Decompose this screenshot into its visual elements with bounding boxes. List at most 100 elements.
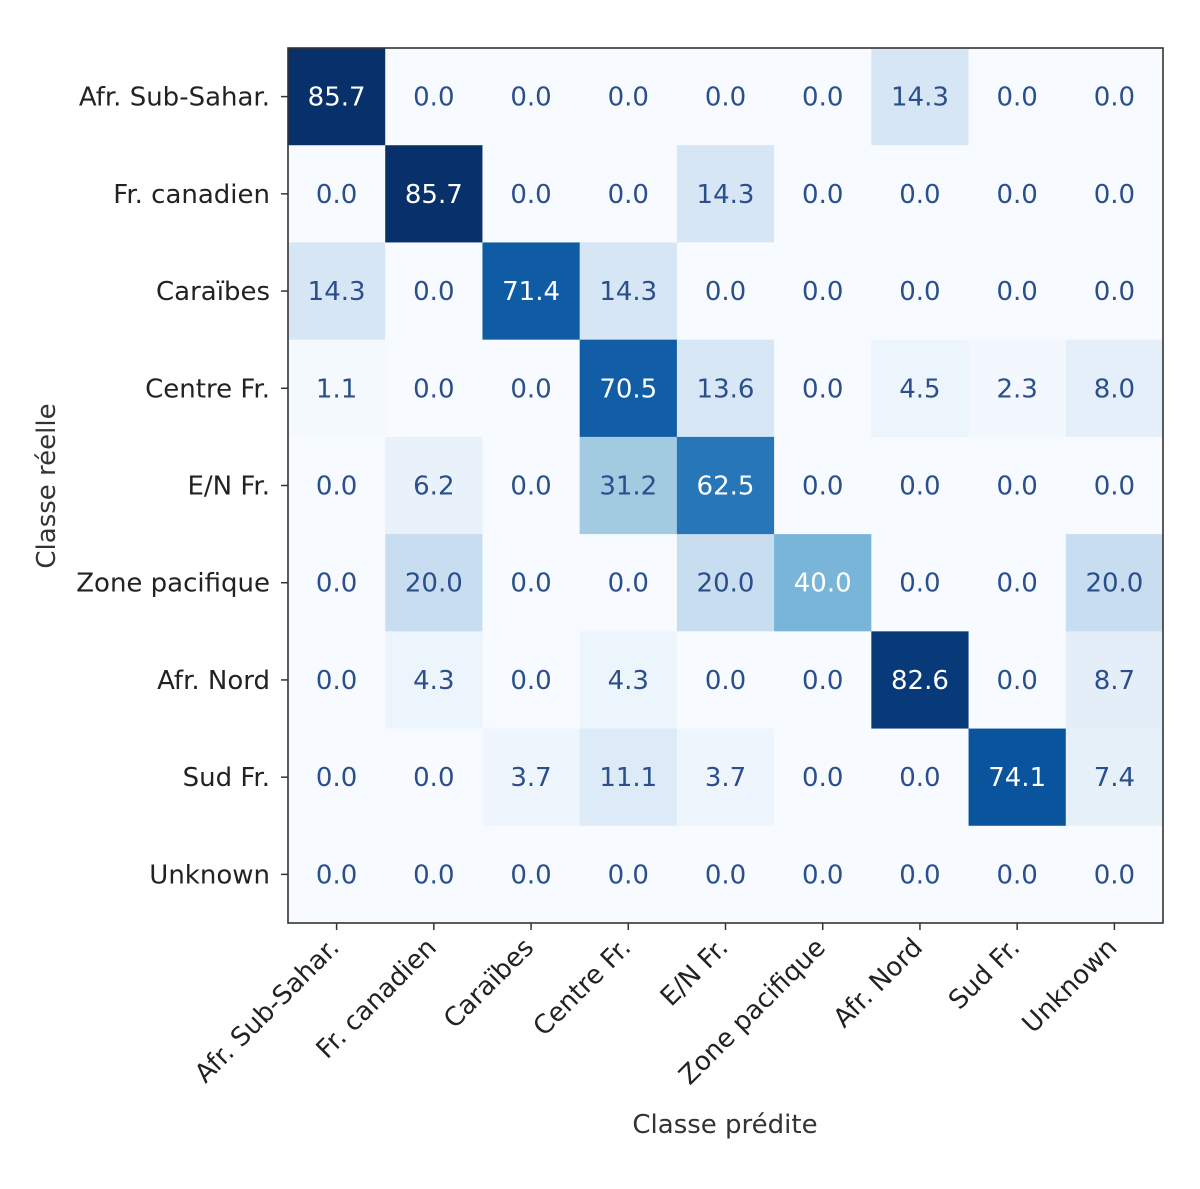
heatmap-cell xyxy=(968,534,1067,632)
cell-value-label: 0.0 xyxy=(413,763,454,793)
heatmap-cell xyxy=(385,436,483,535)
cell-value-label: 0.0 xyxy=(802,83,843,113)
cell-value-label: 0.0 xyxy=(802,472,843,502)
cell-value-label: 0.0 xyxy=(996,860,1037,890)
y-tick-label: Zone pacifique xyxy=(76,569,270,599)
x-axis-title: Classe prédite xyxy=(632,1110,817,1140)
heatmap-cell xyxy=(579,145,678,243)
cell-value-label: 0.0 xyxy=(608,180,649,210)
cell-value-label: 85.7 xyxy=(405,180,463,210)
heatmap-cell xyxy=(1065,339,1164,438)
heatmap-cell xyxy=(676,728,775,827)
cell-value-label: 0.0 xyxy=(510,83,551,113)
cell-value-label: 0.0 xyxy=(899,180,940,210)
cell-value-label: 0.0 xyxy=(413,277,454,307)
cell-value-label: 0.0 xyxy=(510,180,551,210)
cell-value-label: 20.0 xyxy=(405,569,463,599)
heatmap-cell xyxy=(774,825,872,924)
cell-value-label: 4.5 xyxy=(899,374,940,404)
cell-value-label: 71.4 xyxy=(502,277,560,307)
cell-value-label: 0.0 xyxy=(996,180,1037,210)
heatmap-cell xyxy=(968,631,1067,730)
heatmap-cell xyxy=(288,534,386,632)
cell-value-label: 4.3 xyxy=(608,666,649,696)
cell-value-label: 14.3 xyxy=(891,83,949,113)
cell-value-label: 0.0 xyxy=(510,374,551,404)
heatmap-cell xyxy=(579,728,678,827)
cell-value-label: 31.2 xyxy=(599,472,657,502)
cell-value-label: 0.0 xyxy=(316,569,357,599)
heatmap-cell xyxy=(871,48,970,146)
cell-value-label: 0.0 xyxy=(802,180,843,210)
heatmap-cell xyxy=(1065,631,1164,730)
cell-value-label: 62.5 xyxy=(697,472,755,502)
y-tick-label: Afr. Sub-Sahar. xyxy=(79,83,270,113)
cell-value-label: 4.3 xyxy=(413,666,454,696)
x-tick-label: Afr. Sub-Sahar. xyxy=(189,933,345,1089)
heatmap-cell xyxy=(774,728,872,827)
heatmap-cell xyxy=(871,436,970,535)
cell-value-label: 3.7 xyxy=(510,763,551,793)
heatmap-cell xyxy=(676,825,775,924)
heatmap-cell xyxy=(1065,728,1164,827)
heatmap-cell xyxy=(774,534,872,632)
y-tick-label: E/N Fr. xyxy=(187,472,270,502)
heatmap-cell xyxy=(579,436,678,535)
heatmap-cell xyxy=(288,436,386,535)
heatmap-cell xyxy=(288,728,386,827)
heatmap-cell xyxy=(676,242,775,341)
heatmap-cell xyxy=(482,242,581,341)
heatmap-cell xyxy=(676,339,775,438)
heatmap-cell xyxy=(871,339,970,438)
y-axis: Afr. Sub-Sahar. Fr. canadien Caraïbes Centr… xyxy=(76,83,288,890)
cell-value-label: 0.0 xyxy=(510,666,551,696)
heatmap-cell xyxy=(871,825,970,924)
cell-value-label: 3.7 xyxy=(705,763,746,793)
cell-value-label: 0.0 xyxy=(608,83,649,113)
heatmap-cell xyxy=(579,339,678,438)
heatmap-cell xyxy=(482,631,581,730)
heatmap-cell xyxy=(482,825,581,924)
cell-value-label: 20.0 xyxy=(1085,569,1143,599)
cell-value-label: 0.0 xyxy=(316,860,357,890)
cell-value-label: 82.6 xyxy=(891,666,949,696)
heatmap-cell xyxy=(385,534,483,632)
heatmap-cell xyxy=(385,339,483,438)
cell-value-label: 13.6 xyxy=(697,374,755,404)
heatmap-cell xyxy=(482,534,581,632)
heatmap-cell xyxy=(1065,534,1164,632)
cell-value-label: 0.0 xyxy=(899,277,940,307)
heatmap-cell xyxy=(774,242,872,341)
cell-value-label: 0.0 xyxy=(1094,83,1135,113)
heatmap-cell xyxy=(774,145,872,243)
heatmap-cell xyxy=(871,242,970,341)
cell-value-label: 0.0 xyxy=(802,666,843,696)
heatmap-cell xyxy=(385,242,483,341)
cell-value-label: 0.0 xyxy=(996,569,1037,599)
heatmap-cell xyxy=(288,825,386,924)
cell-value-label: 0.0 xyxy=(316,763,357,793)
heatmap-cell xyxy=(1065,242,1164,341)
cell-value-label: 0.0 xyxy=(705,666,746,696)
y-tick-label: Fr. canadien xyxy=(113,180,270,210)
cell-value-label: 0.0 xyxy=(996,666,1037,696)
x-tick-label: Caraïbes xyxy=(438,933,540,1035)
heatmap-cell xyxy=(579,825,678,924)
cell-value-label: 0.0 xyxy=(316,180,357,210)
heatmap-cell xyxy=(288,48,386,146)
cell-value-label: 0.0 xyxy=(802,763,843,793)
heatmap-cells: 85.7 0.0 0.0 0.0 0.0 0.0 14.3 0.0 0.0 0.0 85.7 0.0 0… xyxy=(288,48,1164,924)
y-tick-label: Sud Fr. xyxy=(183,763,270,793)
cell-value-label: 1.1 xyxy=(316,374,357,404)
x-axis: Afr. Sub-Sahar.Fr. canadienCaraïbesCentr… xyxy=(189,923,1123,1091)
heatmap-cell xyxy=(968,728,1067,827)
heatmap-cell xyxy=(482,48,581,146)
cell-value-label: 0.0 xyxy=(413,83,454,113)
cell-value-label: 0.0 xyxy=(899,860,940,890)
heatmap-cell xyxy=(482,728,581,827)
cell-value-label: 0.0 xyxy=(1094,860,1135,890)
heatmap-cell xyxy=(579,534,678,632)
heatmap-cell xyxy=(676,436,775,535)
cell-value-label: 0.0 xyxy=(510,472,551,502)
cell-value-label: 70.5 xyxy=(599,374,657,404)
